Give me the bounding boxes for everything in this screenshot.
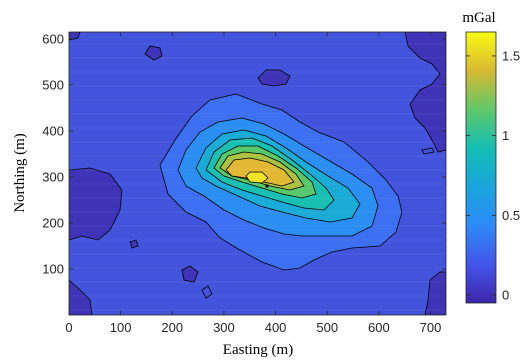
colorbar-ticks: 0 0.5 1 1.5 (466, 48, 520, 303)
y-tick-label: 600 (42, 31, 64, 46)
y-tick-label: 500 (42, 77, 64, 92)
colorbar: mGal 0 0.5 1 1.5 (462, 10, 520, 304)
y-tick-label: 100 (42, 261, 64, 276)
x-tick-label: 200 (161, 320, 183, 335)
x-tick-label: 300 (213, 320, 235, 335)
colorbar-tick-label: 1.5 (502, 48, 520, 63)
plot-frame (68, 31, 447, 316)
plot-area (69, 32, 446, 315)
colorbar-frame (465, 31, 497, 304)
colorbar-gradient (466, 32, 496, 303)
colorbar-tick-label: 1 (502, 128, 509, 143)
faint-line-overlay (69, 43, 446, 311)
x-tick-label: 700 (420, 320, 442, 335)
x-tick-label: 500 (316, 320, 338, 335)
x-tick-label: 100 (110, 320, 132, 335)
colorbar-tick-label: 0 (502, 288, 509, 303)
x-tick-label: 400 (265, 320, 287, 335)
x-tick-label: 600 (368, 320, 390, 335)
y-axis: 100 200 300 400 500 600 (42, 31, 446, 276)
x-axis-label: Easting (m) (223, 342, 293, 358)
colorbar-title: mGal (462, 10, 495, 26)
contour-low-bottom-right (424, 271, 446, 315)
contour-small-lower (201, 285, 213, 299)
contour-low-bottom-left (69, 279, 93, 315)
contour-small-right (421, 147, 435, 155)
y-axis-label: Northing (m) (12, 133, 28, 213)
colorbar-tick-label: 0.5 (502, 208, 520, 223)
contour-low-top-mid (144, 45, 163, 61)
contour-low-upper-right (404, 32, 446, 153)
y-tick-label: 200 (42, 215, 64, 230)
y-tick-label: 400 (42, 123, 64, 138)
contour-low-left (69, 167, 123, 241)
y-tick-label: 300 (42, 169, 64, 184)
anomaly-peak-dot (265, 184, 269, 188)
contour-low-small-left (129, 239, 139, 249)
contour-low-top-center (257, 69, 291, 87)
x-axis: 0 100 200 300 400 500 600 700 (65, 32, 441, 335)
contour-low-bottom-center (181, 265, 199, 283)
contour-low-upper-left (69, 32, 81, 41)
contour-level-8 (245, 171, 269, 184)
x-tick-label: 0 (65, 320, 72, 335)
